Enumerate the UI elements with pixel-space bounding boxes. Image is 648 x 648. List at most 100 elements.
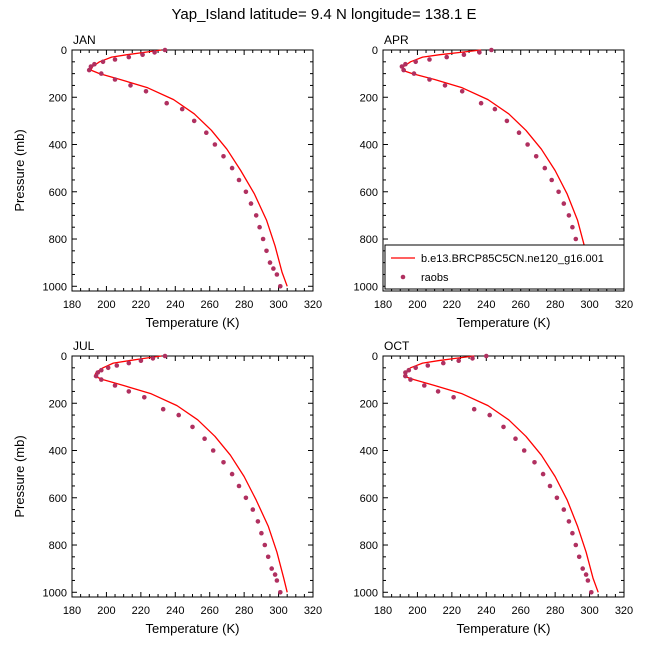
raobs-point bbox=[257, 224, 262, 230]
raobs-point bbox=[260, 236, 266, 242]
raobs-point bbox=[521, 448, 527, 453]
raobs-point bbox=[126, 389, 132, 394]
raobs-point bbox=[451, 395, 456, 400]
raobs-point bbox=[278, 284, 283, 289]
y-tick-label: 800 bbox=[49, 234, 67, 246]
y-tick-label: 0 bbox=[372, 351, 378, 363]
raobs-point bbox=[411, 71, 417, 76]
x-tick-label: 240 bbox=[166, 605, 184, 617]
panel-oct: 180 200 220 240 260 280 300 320 0 200 400 600 800 100… bbox=[354, 339, 634, 636]
raobs-point bbox=[573, 236, 579, 242]
raobs-point bbox=[435, 389, 441, 394]
raobs-point bbox=[248, 201, 254, 206]
raobs-point bbox=[583, 572, 589, 577]
main-title: Yap_Island latitude= 9.4 N longitude= 13… bbox=[171, 6, 477, 23]
x-tick-label: 240 bbox=[477, 605, 495, 617]
raobs-point bbox=[93, 373, 99, 379]
x-tick-label: 260 bbox=[512, 299, 530, 311]
raobs-point bbox=[114, 363, 120, 368]
x-tick-label: 200 bbox=[408, 299, 426, 311]
raobs-point bbox=[229, 165, 235, 171]
y-axis-label: Pressure (mb) bbox=[12, 129, 27, 211]
raobs-point bbox=[236, 483, 242, 489]
x-tick-label: 300 bbox=[580, 299, 598, 311]
x-tick-label: 200 bbox=[97, 605, 115, 617]
y-tick-label: 200 bbox=[49, 398, 67, 410]
raobs-point bbox=[492, 106, 498, 112]
raobs-point bbox=[212, 142, 218, 147]
plot-frame bbox=[71, 355, 314, 598]
raobs-point bbox=[573, 542, 579, 548]
raobs-point bbox=[259, 530, 264, 536]
raobs-point bbox=[487, 412, 493, 418]
x-tick-label: 180 bbox=[374, 605, 392, 617]
raobs-point bbox=[86, 67, 92, 73]
raobs-point bbox=[150, 356, 156, 361]
raobs-point bbox=[162, 47, 168, 53]
raobs-point bbox=[112, 383, 118, 388]
raobs-point bbox=[210, 448, 216, 453]
raobs-point bbox=[112, 77, 118, 82]
x-axis-label: Temperature (K) bbox=[457, 621, 551, 636]
raobs-point bbox=[408, 377, 413, 382]
raobs-point bbox=[403, 61, 408, 67]
raobs-point bbox=[413, 59, 419, 65]
model-profile-line bbox=[403, 355, 599, 593]
legend-raobs-label: raobs bbox=[421, 272, 449, 284]
x-tick-label: 320 bbox=[304, 605, 322, 617]
y-tick-label: 400 bbox=[49, 140, 67, 152]
panel-label: JAN bbox=[73, 33, 96, 47]
raobs-point bbox=[99, 71, 104, 76]
panel-jan: 180 200 220 240 260 280 300 320 0 200 400 600 800 100… bbox=[12, 33, 322, 330]
x-tick-label: 300 bbox=[580, 605, 598, 617]
raobs-point bbox=[532, 460, 537, 465]
x-tick-label: 220 bbox=[443, 605, 461, 617]
x-tick-label: 260 bbox=[201, 299, 219, 311]
raobs-point bbox=[243, 189, 249, 195]
x-tick-label: 240 bbox=[477, 299, 495, 311]
x-tick-label: 180 bbox=[374, 299, 392, 311]
raobs-point bbox=[190, 424, 195, 430]
raobs-point bbox=[105, 365, 111, 371]
x-tick-label: 260 bbox=[201, 605, 219, 617]
x-tick-label: 260 bbox=[512, 605, 530, 617]
y-tick-label: 800 bbox=[49, 540, 67, 552]
y-tick-label: 800 bbox=[360, 234, 378, 246]
x-tick-label: 240 bbox=[166, 299, 184, 311]
x-tick-label: 300 bbox=[269, 299, 287, 311]
raobs-point bbox=[478, 100, 484, 106]
raobs-point bbox=[484, 353, 489, 359]
raobs-point bbox=[413, 365, 419, 371]
raobs-point bbox=[442, 83, 448, 88]
y-tick-label: 0 bbox=[61, 351, 67, 363]
raobs-point bbox=[204, 130, 209, 135]
raobs-point bbox=[444, 54, 450, 60]
x-tick-label: 280 bbox=[546, 299, 564, 311]
raobs-point bbox=[269, 566, 275, 571]
raobs-point bbox=[264, 248, 269, 254]
raobs-point bbox=[95, 370, 101, 375]
raobs-point bbox=[566, 519, 572, 524]
raobs-point bbox=[229, 471, 235, 477]
x-tick-label: 220 bbox=[443, 299, 461, 311]
raobs-point bbox=[542, 165, 548, 171]
raobs-point bbox=[267, 260, 273, 265]
raobs-point bbox=[221, 460, 226, 465]
raobs-point bbox=[253, 213, 259, 218]
raobs-point bbox=[112, 57, 118, 62]
x-tick-label: 200 bbox=[97, 299, 115, 311]
raobs-point bbox=[561, 201, 567, 206]
raobs-point bbox=[140, 52, 145, 57]
raobs-point bbox=[138, 358, 144, 364]
x-axis-label: Temperature (K) bbox=[457, 315, 551, 330]
raobs-point bbox=[477, 50, 482, 55]
legend-box bbox=[384, 244, 625, 290]
y-axis-label: Pressure (mb) bbox=[12, 435, 27, 517]
x-tick-label: 320 bbox=[615, 299, 633, 311]
raobs-point bbox=[255, 519, 261, 524]
raobs-point bbox=[160, 406, 166, 412]
y-tick-label: 1000 bbox=[43, 281, 67, 293]
x-tick-label: 300 bbox=[269, 605, 287, 617]
